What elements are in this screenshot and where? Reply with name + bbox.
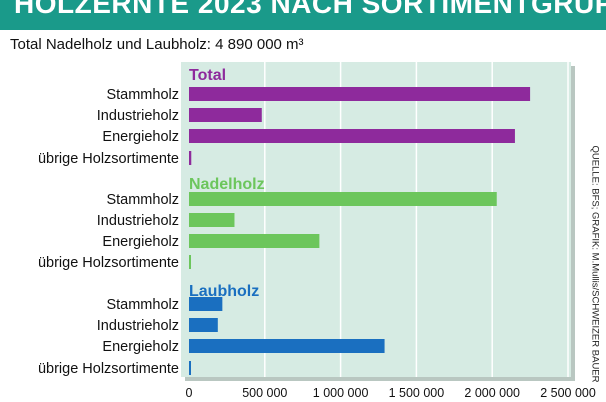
category-label: Industrieholz: [97, 108, 179, 124]
bar-nadelholz: [189, 192, 497, 206]
header-banner: HOLZERNTE 2023 NACH SORTIMENTGRUPPE: [0, 0, 606, 30]
x-tick-label: 1 000 000: [313, 386, 369, 400]
category-label: Energieholz: [102, 129, 179, 145]
bar-total: [189, 87, 531, 101]
x-tick-label: 1 500 000: [389, 386, 445, 400]
source-credit: QUELLE: BFS; GRAFIK: M.Mullis/SCHWEIZER …: [588, 145, 602, 383]
category-label: Industrieholz: [97, 213, 179, 229]
bar-nadelholz: [189, 213, 235, 227]
bar-laubholz: [189, 297, 223, 311]
category-label: Energieholz: [102, 339, 179, 355]
category-label: übrige Holzsortimente: [38, 151, 179, 167]
x-tick-label: 0: [186, 386, 193, 400]
x-tick-label: 500 000: [242, 386, 287, 400]
category-label: Stammholz: [106, 192, 179, 208]
category-label: Stammholz: [106, 297, 179, 313]
x-tick-label: 2 500 000: [540, 386, 596, 400]
group-heading-nadelholz: Nadelholz: [189, 176, 265, 193]
bar-nadelholz: [189, 255, 191, 269]
x-tick-label: 2 000 000: [464, 386, 520, 400]
bar-laubholz: [189, 318, 218, 332]
bar-total: [189, 151, 192, 165]
group-heading-total: Total: [189, 67, 226, 84]
chart-title: HOLZERNTE 2023 NACH SORTIMENTGRUPPE: [14, 0, 606, 19]
source-text: QUELLE: BFS; GRAFIK: M.Mullis/SCHWEIZER …: [589, 145, 601, 383]
group-heading-laubholz: Laubholz: [189, 283, 259, 300]
category-label: Stammholz: [106, 87, 179, 103]
category-label: Energieholz: [102, 234, 179, 250]
category-label: Industrieholz: [97, 318, 179, 334]
category-label: übrige Holzsortimente: [38, 255, 179, 271]
bar-laubholz: [189, 361, 191, 375]
chart-subtitle: Total Nadelholz und Laubholz: 4 890 000 …: [10, 36, 304, 53]
bar-laubholz: [189, 339, 385, 353]
bar-nadelholz: [189, 234, 320, 248]
bar-total: [189, 108, 262, 122]
category-label: übrige Holzsortimente: [38, 361, 179, 377]
bar-total: [189, 129, 515, 143]
